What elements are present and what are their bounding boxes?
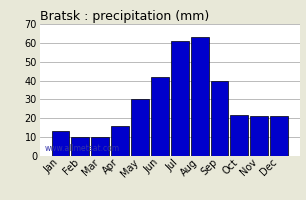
Bar: [191, 37, 209, 156]
Bar: [270, 116, 288, 156]
Bar: [91, 137, 109, 156]
Bar: [211, 81, 229, 156]
Bar: [171, 41, 189, 156]
Text: www.allmetsat.com: www.allmetsat.com: [45, 144, 120, 153]
Bar: [250, 116, 268, 156]
Bar: [151, 77, 169, 156]
Bar: [111, 126, 129, 156]
Bar: [131, 99, 149, 156]
Text: Bratsk : precipitation (mm): Bratsk : precipitation (mm): [40, 10, 209, 23]
Bar: [230, 115, 248, 156]
Bar: [72, 137, 89, 156]
Bar: [52, 131, 69, 156]
